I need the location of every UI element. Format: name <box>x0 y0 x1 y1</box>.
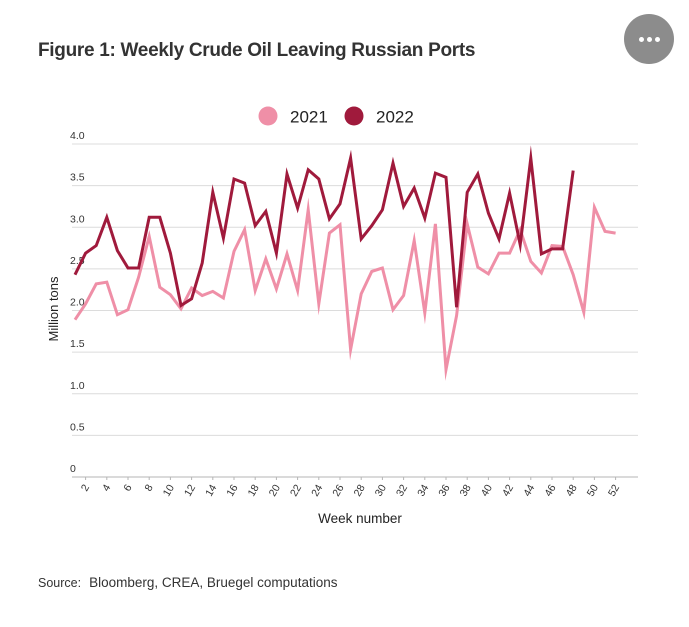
y-tick-label: 3.5 <box>70 172 85 184</box>
legend-label-2022: 2022 <box>376 108 414 127</box>
y-tick-label: 0.5 <box>70 421 85 433</box>
x-tick-label: 32 <box>394 482 410 498</box>
y-axis-label: Million tons <box>46 276 61 342</box>
x-tick-label: 14 <box>203 482 219 498</box>
x-tick-label: 40 <box>479 482 495 498</box>
x-tick-label: 34 <box>415 482 431 498</box>
legend-label-2021: 2021 <box>290 108 328 127</box>
series-line-2021 <box>73 197 616 381</box>
x-tick-label: 48 <box>564 482 580 498</box>
x-tick-label: 46 <box>542 482 558 498</box>
x-tick-label: 52 <box>606 482 622 498</box>
series-line-2022 <box>73 145 575 308</box>
x-tick-label: 22 <box>288 482 304 498</box>
x-tick-label: 8 <box>142 482 155 493</box>
x-tick-label: 36 <box>436 482 452 498</box>
more-horizontal-icon-dot <box>654 36 660 42</box>
y-tick-label: 1.5 <box>70 338 85 350</box>
x-tick-label: 26 <box>330 482 346 498</box>
more-horizontal-icon <box>638 36 644 42</box>
x-tick-label: 20 <box>267 482 283 498</box>
x-tick-label: 42 <box>500 482 516 498</box>
source-text: Bloomberg, CREA, Bruegel computations <box>89 575 338 590</box>
y-tick-label: 0 <box>70 463 76 475</box>
x-axis-ticks: 2 4 6 8 10 12 14 16 18 20 22 24 26 28 30 32 34 36 38 40 42 44… <box>79 477 622 499</box>
x-tick-label: 38 <box>458 482 474 498</box>
source-label: Source: <box>38 576 82 590</box>
x-tick-label: 28 <box>352 482 368 498</box>
y-tick-label: 1.0 <box>70 380 85 392</box>
y-axis-ticks: 00.51.01.52.02.53.03.54.0 <box>70 130 85 475</box>
legend: 2021 2022 <box>258 106 414 127</box>
x-tick-label: 12 <box>182 482 198 498</box>
source-note: Source: Bloomberg, CREA, Bruegel computat… <box>38 575 337 590</box>
y-tick-label: 3.0 <box>70 213 85 225</box>
x-tick-label: 24 <box>309 482 325 498</box>
more-horizontal-icon-dot <box>646 36 652 42</box>
y-tick-label: 4.0 <box>70 130 85 142</box>
legend-marker-2021 <box>258 106 278 126</box>
legend-marker-2022 <box>344 106 364 126</box>
x-tick-label: 44 <box>521 482 537 498</box>
chart-title: Figure 1: Weekly Crude Oil Leaving Russi… <box>38 40 476 61</box>
more-options-button[interactable] <box>624 14 674 64</box>
x-axis-label: Week number <box>318 511 402 526</box>
x-tick-label: 30 <box>373 482 389 498</box>
x-tick-label: 6 <box>121 482 134 493</box>
y-tick-label: 2.0 <box>70 297 85 309</box>
x-tick-label: 16 <box>224 482 240 498</box>
x-tick-label: 10 <box>161 482 177 498</box>
x-tick-label: 50 <box>585 482 601 498</box>
series-lines <box>73 145 616 381</box>
x-tick-label: 4 <box>100 482 113 493</box>
x-tick-label: 18 <box>246 482 262 498</box>
x-tick-label: 2 <box>79 482 92 493</box>
